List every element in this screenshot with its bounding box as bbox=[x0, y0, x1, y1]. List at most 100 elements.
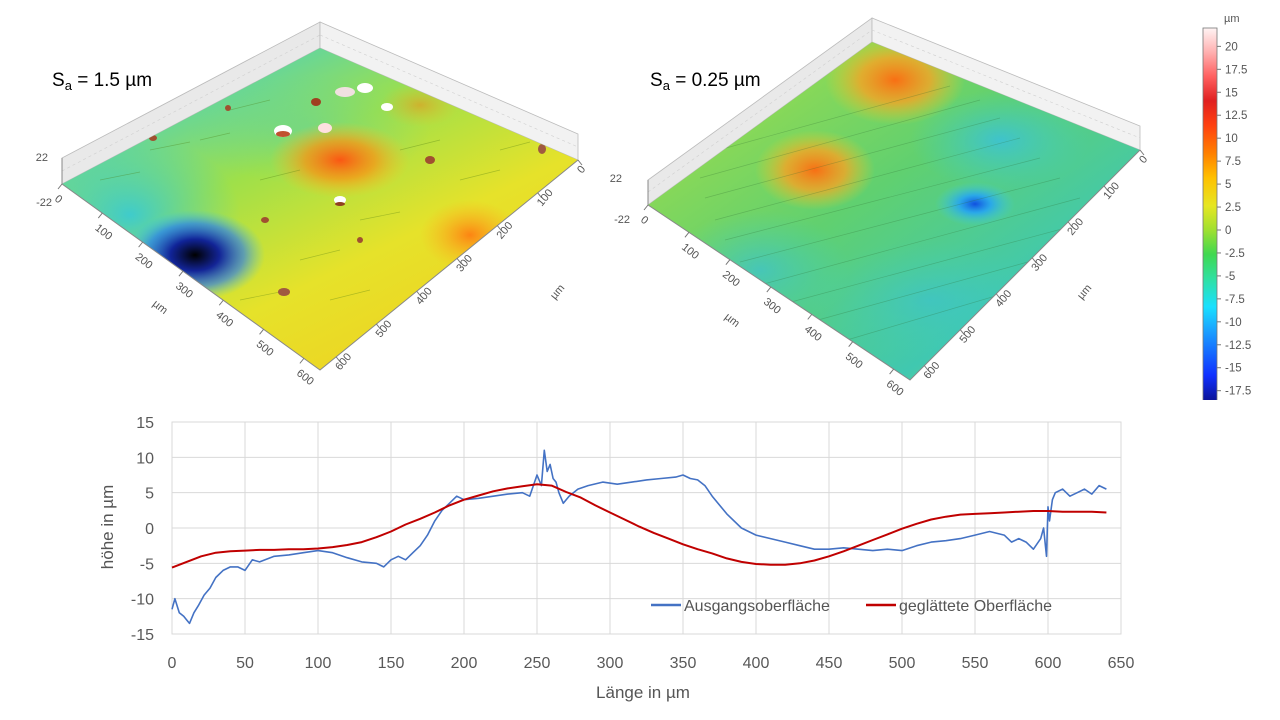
colorbar-tick-label: 17.5 bbox=[1225, 64, 1247, 76]
x-tick-mark bbox=[889, 368, 895, 375]
colorbar-tick-label: 0 bbox=[1225, 225, 1231, 237]
x-tick-label: 200 bbox=[451, 655, 478, 672]
x-tick-mark bbox=[299, 358, 305, 364]
colorbar-unit: µm bbox=[1224, 13, 1240, 25]
y-tick-mark bbox=[959, 329, 965, 335]
x-tick-label: 650 bbox=[1108, 655, 1135, 672]
y-tick-mark bbox=[995, 293, 1001, 300]
x-tick-label: 100 bbox=[679, 241, 701, 262]
y-tick-mark bbox=[1139, 149, 1145, 156]
surface-map-1 bbox=[62, 48, 578, 370]
z-tick-top-2: 22 bbox=[610, 173, 622, 185]
x-tick-label: 0 bbox=[168, 655, 177, 672]
legend: Ausgangsoberfläche geglättete Oberfläche bbox=[651, 598, 1052, 615]
x-tick-label: 200 bbox=[133, 251, 155, 272]
surface-map-2 bbox=[648, 42, 1140, 380]
series-line-ausgangsoberflaeche bbox=[171, 449, 1107, 625]
x-tick-label: 350 bbox=[670, 655, 697, 672]
axis-unit-y-2: µm bbox=[1075, 282, 1094, 302]
legend-label-ausgangsoberflaeche: Ausgangsoberfläche bbox=[684, 598, 830, 615]
axis-unit-x-2: µm bbox=[722, 311, 742, 330]
colorbar-tick-label: -12.5 bbox=[1225, 340, 1251, 352]
y-tick-label: -15 bbox=[131, 627, 154, 644]
x-tick-label: 500 bbox=[889, 655, 916, 672]
sa-label-2: Sa = 0.25 µm bbox=[650, 70, 761, 93]
x-tick-label: 300 bbox=[173, 280, 195, 301]
surface-panel-2: Sa = 0.25 µm 22 -22 0100200300400500600 … bbox=[610, 17, 1150, 399]
x-tick-label: 600 bbox=[1035, 655, 1062, 672]
x-tick-mark bbox=[259, 329, 264, 335]
y-tick-mark bbox=[1103, 185, 1109, 192]
colorbar-scale bbox=[1202, 27, 1218, 400]
colorbar-tick-label: 10 bbox=[1225, 133, 1238, 145]
y-tick-label: 0 bbox=[575, 164, 588, 176]
y-tick-mark bbox=[416, 290, 422, 297]
colorbar-tick-label: -7.5 bbox=[1225, 294, 1245, 306]
y-tick-label: 5 bbox=[145, 486, 154, 503]
x-tick-label: 300 bbox=[761, 296, 783, 317]
colorbar-tick-label: 20 bbox=[1225, 41, 1238, 53]
x-tick-mark bbox=[138, 241, 144, 248]
x-tick-label: 150 bbox=[378, 655, 405, 672]
colorbar-tick-label: 12.5 bbox=[1225, 110, 1247, 122]
y-tick-label: 0 bbox=[145, 521, 154, 538]
series-line-geglaettete-oberflaeche bbox=[171, 483, 1107, 569]
z-tick-bottom-1: -22 bbox=[36, 197, 52, 209]
x-tick-label: 550 bbox=[962, 655, 989, 672]
colorbar-tick-label: -2.5 bbox=[1225, 248, 1245, 260]
x-tick-mark bbox=[97, 212, 103, 219]
x-tick-label: 450 bbox=[816, 655, 843, 672]
x-tick-label: 300 bbox=[597, 655, 624, 672]
colorbar-tick-label: 7.5 bbox=[1225, 156, 1241, 168]
colorbar-tick-label: -15 bbox=[1225, 363, 1242, 375]
x-tick-label: 400 bbox=[213, 309, 235, 330]
sa-label-1: Sa = 1.5 µm bbox=[52, 70, 152, 93]
y-tick-mark bbox=[335, 356, 341, 363]
surface-panel-1: Sa = 1.5 µm 22 -22 0 100 200 300 400 500 600 0… bbox=[36, 21, 588, 388]
x-tick-label: 250 bbox=[524, 655, 551, 672]
z-tick-bottom-2: -22 bbox=[614, 214, 630, 226]
y-tick-mark bbox=[376, 323, 381, 330]
x-tick-mark bbox=[643, 204, 649, 211]
y-tick-mark bbox=[456, 258, 462, 264]
y-tick-mark bbox=[923, 365, 929, 371]
x-tick-mark bbox=[178, 270, 184, 277]
x-tick-label: 500 bbox=[843, 351, 865, 372]
x-tick-label: 600 bbox=[294, 367, 316, 388]
x-tick-label: 400 bbox=[743, 655, 770, 672]
x-axis-label: Länge in µm bbox=[596, 683, 690, 702]
axis-unit-y-1: µm bbox=[548, 282, 567, 302]
y-tick-mark bbox=[1067, 221, 1073, 228]
x-tick-label: 50 bbox=[236, 655, 254, 672]
y-tick-label: -10 bbox=[131, 592, 154, 609]
x-tick-mark bbox=[684, 232, 690, 238]
x-tick-mark bbox=[725, 259, 731, 265]
x-tick-label: 400 bbox=[802, 323, 824, 344]
y-tick-label: 10 bbox=[136, 450, 154, 467]
y-axis-label: höhe in µm bbox=[98, 485, 117, 569]
tick-labels: 0 50 100 150 200 250 300 350 400 450 500 550 600 650-… bbox=[131, 415, 1135, 672]
x-tick-mark bbox=[807, 314, 813, 320]
x-tick-label: 0 bbox=[638, 214, 650, 227]
y-tick-label: 0 bbox=[1137, 154, 1150, 166]
x-tick-label: 100 bbox=[92, 222, 114, 243]
colorbar-tick-label: 5 bbox=[1225, 179, 1231, 191]
y-tick-mark bbox=[1031, 257, 1037, 264]
profile-chart: 0 50 100 150 200 250 300 350 400 450 500 550 600 650-… bbox=[98, 415, 1135, 702]
z-tick-top-1: 22 bbox=[36, 152, 48, 164]
colorbar-tick-label: 15 bbox=[1225, 87, 1238, 99]
y-tick-mark bbox=[537, 192, 543, 199]
plot-grid bbox=[171, 421, 1122, 635]
x-tick-mark bbox=[766, 286, 772, 293]
colorbar: µm 20 17.5 15 12.5 10 7.5 5 2.5 0 -2.5 -5 -7.5 -10 -1… bbox=[1202, 13, 1251, 400]
x-tick-mark bbox=[57, 183, 63, 190]
colorbar-tick-label: -17.5 bbox=[1225, 386, 1251, 398]
colorbar-tick-label: -10 bbox=[1225, 317, 1242, 329]
y-tick-mark bbox=[496, 225, 502, 231]
y-tick-mark bbox=[577, 159, 583, 166]
x-tick-label: 100 bbox=[305, 655, 332, 672]
legend-label-geglaettete-oberflaeche: geglättete Oberfläche bbox=[899, 598, 1052, 615]
x-tick-label: 0 bbox=[52, 193, 64, 206]
axis-unit-x-1: µm bbox=[150, 298, 170, 317]
